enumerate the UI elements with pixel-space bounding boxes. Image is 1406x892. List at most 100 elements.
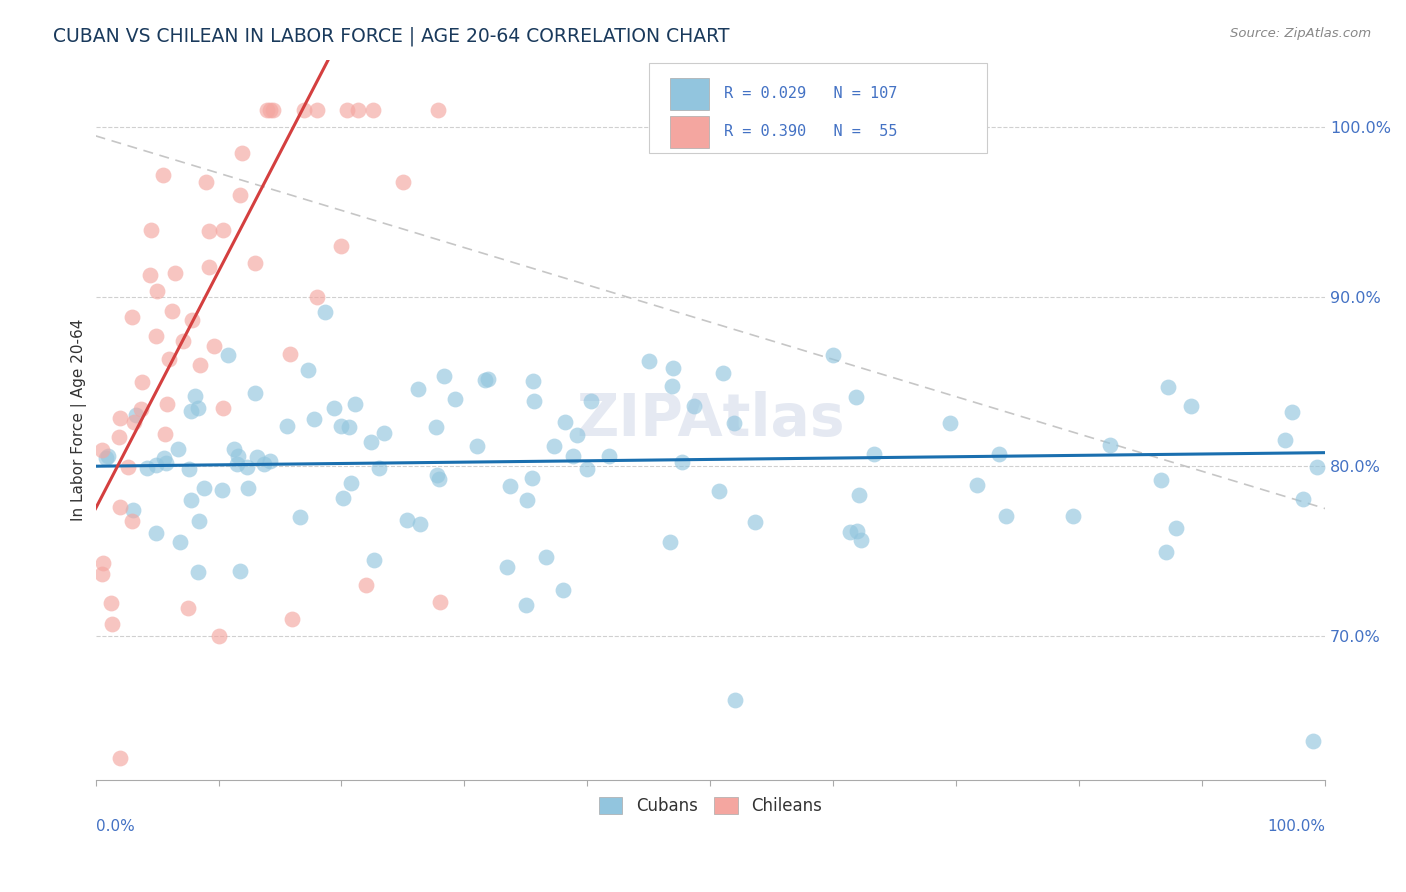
Chileans [256,103,278,118]
Chileans [108,430,131,444]
Cubans [534,550,557,565]
Cubans [581,393,603,408]
Cubans [211,483,233,498]
Cubans [302,412,325,426]
Chileans [156,397,179,411]
Cubans [246,450,269,464]
Cubans [184,389,207,403]
Cubans [180,404,202,418]
Cubans [994,509,1017,524]
Cubans [433,368,456,383]
Chileans [190,358,212,372]
Chileans [229,188,252,202]
Legend: Cubans, Chileans: Cubans, Chileans [592,790,828,822]
Chileans [280,347,302,361]
Chileans [122,416,145,430]
Chileans [211,401,233,416]
Chileans [346,103,368,118]
Cubans [823,348,845,362]
Cubans [1281,404,1303,418]
Cubans [343,397,366,411]
Chileans [145,329,167,343]
Cubans [297,363,319,377]
Text: Source: ZipAtlas.com: Source: ZipAtlas.com [1230,27,1371,40]
Chileans [108,410,131,425]
Cubans [188,514,211,528]
Cubans [659,535,682,549]
Chileans [392,175,415,189]
Cubans [1306,460,1329,475]
Cubans [1157,380,1180,394]
Chileans [426,103,449,118]
Cubans [136,461,159,475]
Cubans [845,390,868,404]
Cubans [330,419,353,434]
Cubans [671,455,693,469]
Cubans [395,513,418,527]
Chileans [259,103,281,118]
Chileans [177,600,200,615]
Text: R = 0.390   N =  55: R = 0.390 N = 55 [724,125,897,139]
Cubans [846,524,869,538]
Chileans [336,103,359,118]
Cubans [288,510,311,524]
Cubans [363,553,385,567]
Cubans [409,516,432,531]
Cubans [125,408,148,422]
Cubans [1274,433,1296,447]
Chileans [195,175,218,189]
Cubans [499,478,522,492]
Cubans [186,401,208,415]
Chileans [108,500,131,515]
Cubans [332,491,354,505]
Cubans [337,419,360,434]
Cubans [1292,492,1315,507]
Cubans [849,533,872,548]
Cubans [467,439,489,453]
Chileans [139,268,162,282]
Cubans [179,462,201,476]
Cubans [427,472,450,486]
Chileans [198,224,221,238]
Cubans [187,565,209,579]
Cubans [474,373,496,387]
Cubans [276,419,298,434]
Chileans [152,168,174,182]
Cubans [966,478,988,492]
Chileans [202,339,225,353]
Cubans [683,399,706,413]
Chileans [131,401,153,416]
Cubans [145,525,167,540]
Cubans [259,454,281,468]
Text: 0.0%: 0.0% [96,819,135,834]
Chileans [131,375,153,389]
Cubans [229,564,252,578]
Chileans [162,304,184,318]
Chileans [292,103,315,118]
Chileans [281,612,304,626]
Cubans [939,416,962,430]
Cubans [152,450,174,465]
Chileans [101,616,124,631]
Chileans [157,351,180,366]
Cubans [145,458,167,472]
Bar [669,116,709,148]
Chileans [197,260,219,275]
Chileans [121,310,143,324]
Cubans [243,386,266,401]
Cubans [1154,545,1177,559]
Chileans [90,443,112,458]
Cubans [988,446,1011,460]
Cubans [97,449,120,463]
Cubans [522,374,544,388]
Cubans [360,434,382,449]
Cubans [1150,473,1173,487]
Cubans [638,354,661,368]
Cubans [515,598,537,612]
Cubans [217,348,239,362]
Chileans [146,285,169,299]
Cubans [444,392,467,406]
Bar [669,78,709,110]
Text: R = 0.029   N = 107: R = 0.029 N = 107 [724,87,897,102]
Chileans [354,578,377,592]
